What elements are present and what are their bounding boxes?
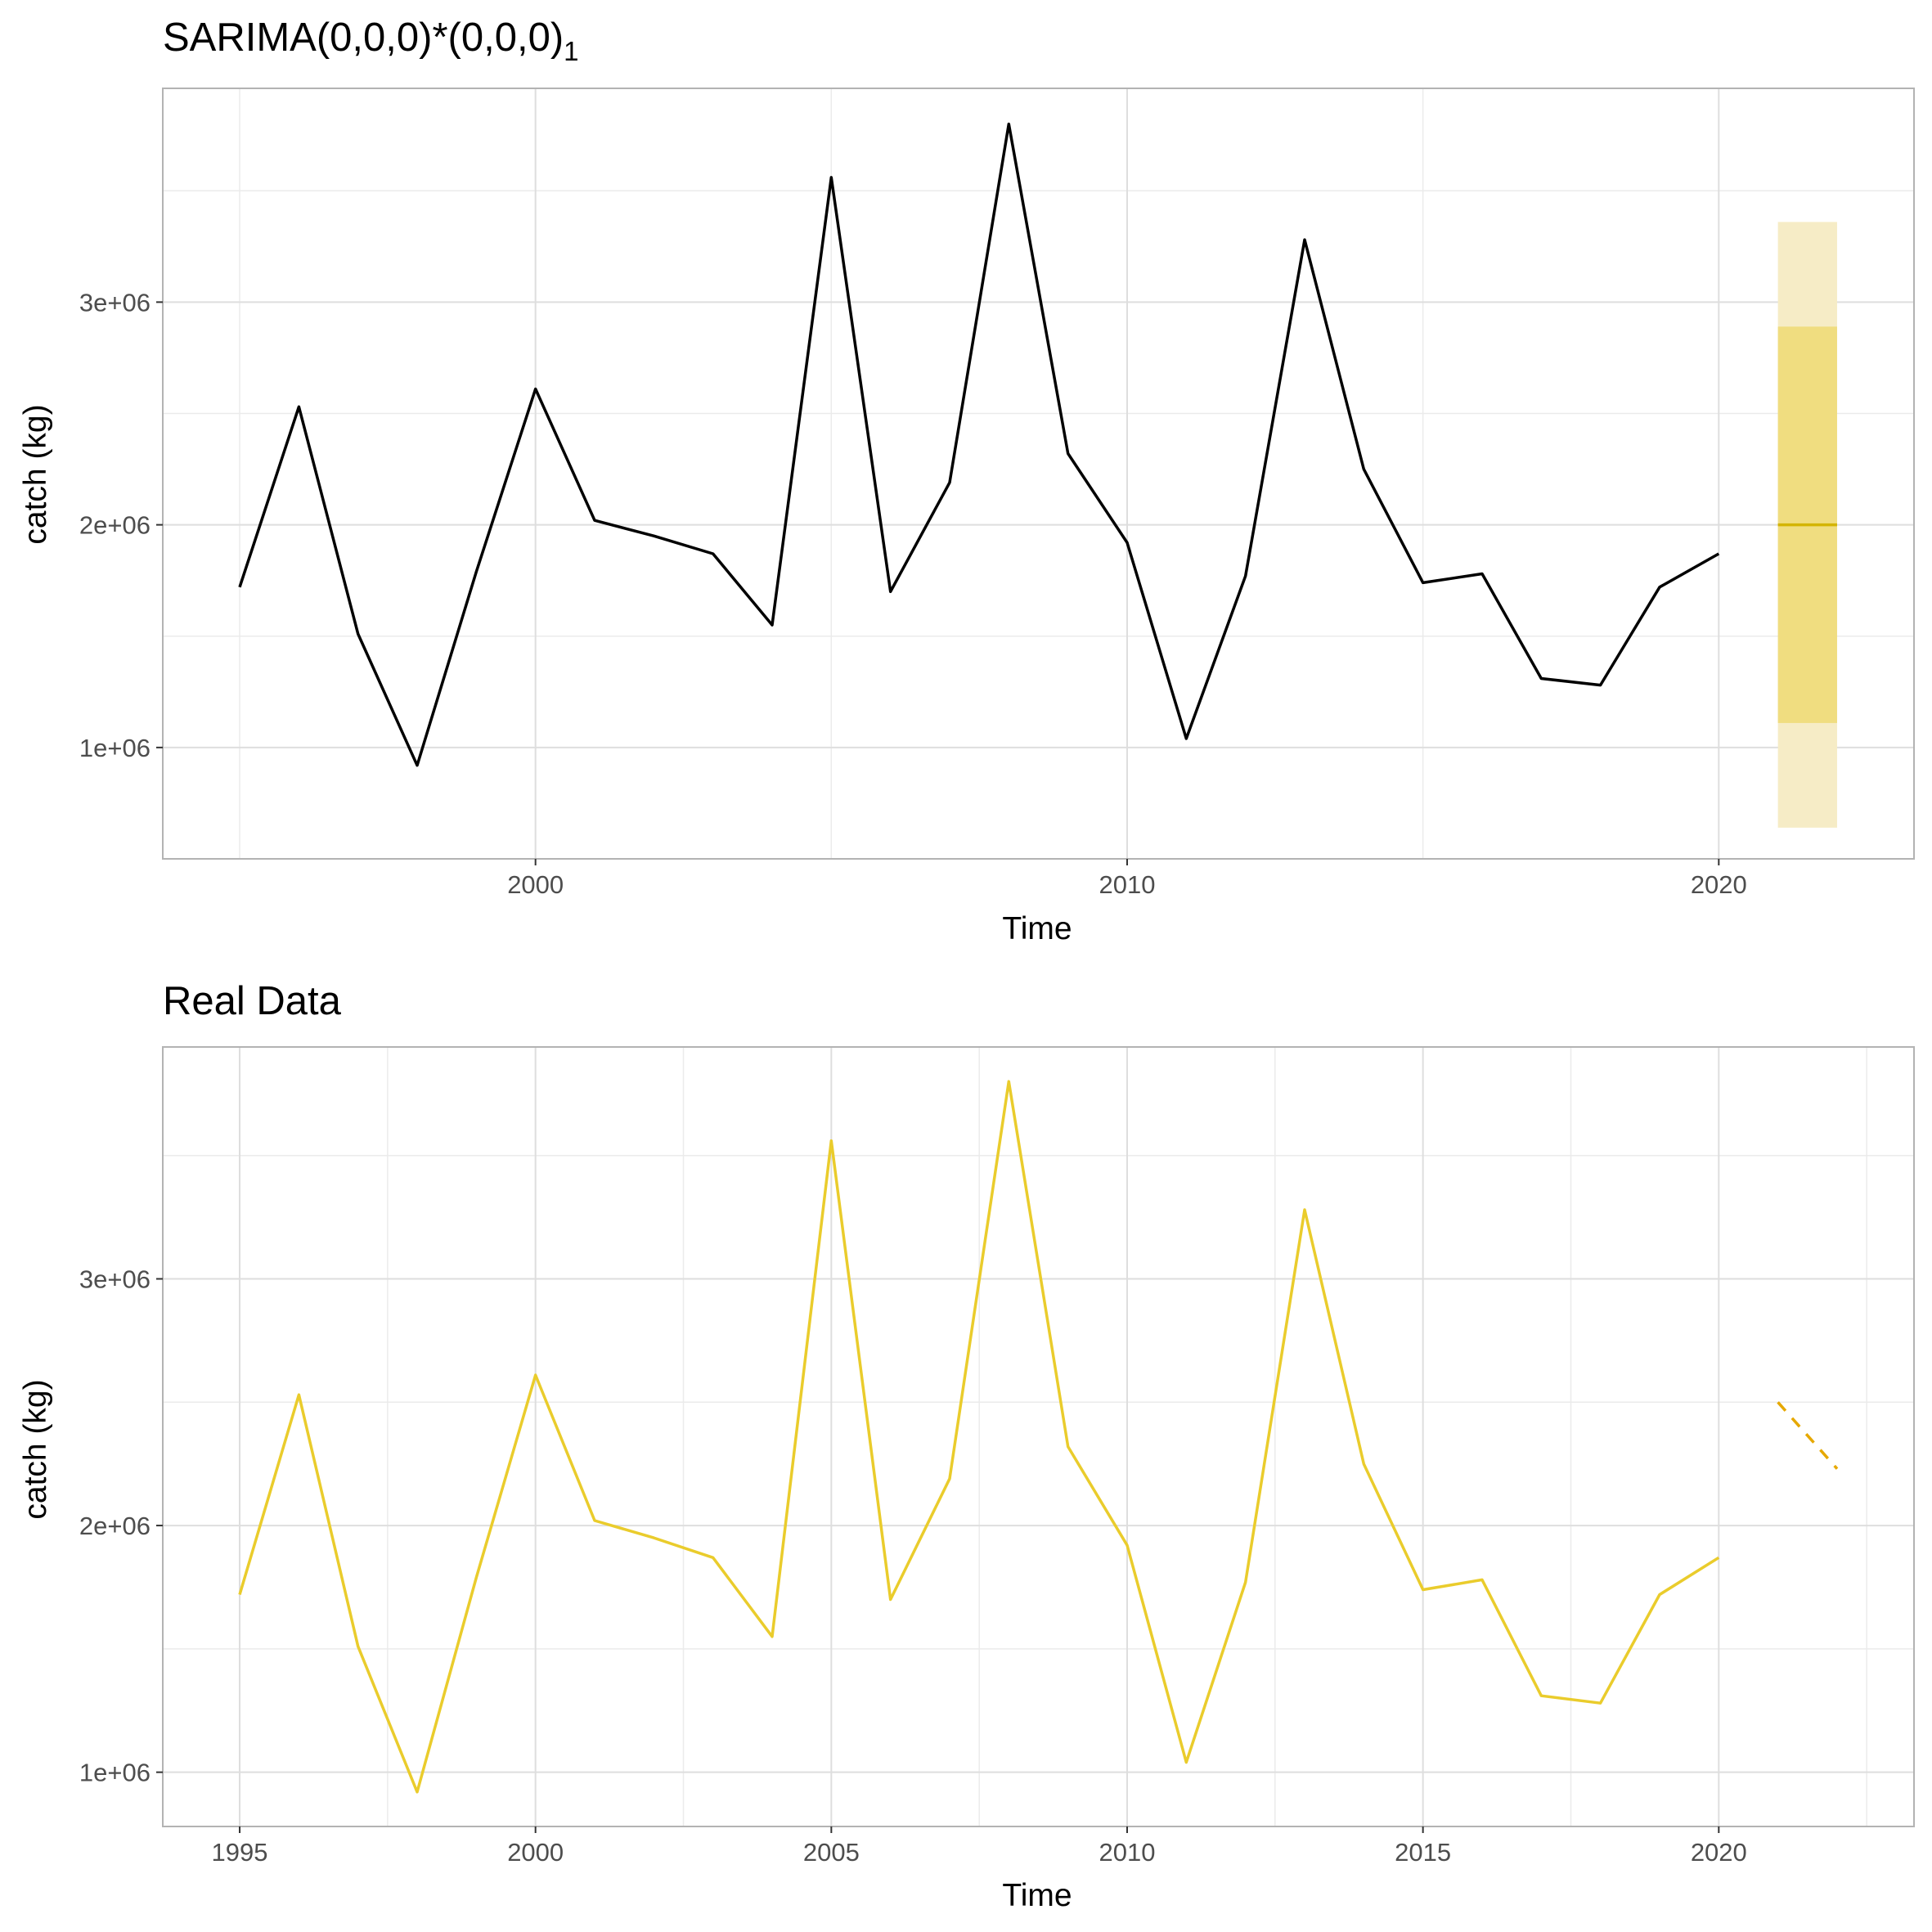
real-data-y-axis-title: catch (kg) [18, 1379, 53, 1519]
real-data-panel: Real Data 1995 2000 2005 2010 2015 2020 1e+06 2… [18, 979, 1915, 1913]
real-data-panel-title-main: Real Data [163, 979, 342, 1023]
real-data-series-line-0 [238, 1080, 1720, 1794]
real-data-y-tick-label: 3e+06 [79, 1265, 151, 1293]
forecast-y-axis-title: catch (kg) [18, 404, 53, 544]
real-data-y-tick-label: 1e+06 [79, 1759, 151, 1787]
real-data-plot-area: 1995 2000 2005 2010 2015 2020 1e+06 2e+06 3e+06 [79, 1046, 1915, 1867]
forecast-plot-area: 2000 2010 2020 1e+06 2e+06 3e+06 [79, 88, 1915, 899]
real-data-y-tick-label: 2e+06 [79, 1512, 151, 1540]
forecast-plot-background [163, 88, 1914, 859]
forecast-panel: SARIMA(0,0,0)*(0,0,0)1 2000 2010 2020 1e+06… [18, 16, 1915, 946]
real-data-x-axis-title: Time [1002, 1878, 1072, 1913]
real-data-x-tick-label: 2000 [507, 1838, 564, 1867]
real-data-plot-border [162, 1046, 1915, 1827]
real-data-panel-title: Real Data [163, 979, 342, 1023]
real-data-series-line-1 [1777, 1401, 1839, 1470]
forecast-y-tick-label: 2e+06 [79, 511, 151, 540]
forecast-x-tick-label: 2000 [507, 870, 564, 899]
forecast-panel-title-main: SARIMA(0,0,0)*(0,0,0) [163, 16, 564, 60]
real-data-x-tick-label: 2005 [803, 1838, 860, 1867]
real-data-x-tick-label: 2020 [1691, 1838, 1747, 1867]
real-data-x-tick-label: 1995 [212, 1838, 268, 1867]
forecast-x-axis-title: Time [1002, 911, 1072, 946]
forecast-y-tick-label: 3e+06 [79, 288, 151, 317]
real-data-x-tick-label: 2010 [1099, 1838, 1156, 1867]
forecast-plot-border [162, 88, 1915, 860]
real-data-x-tick-label: 2015 [1395, 1838, 1451, 1867]
forecast-y-tick-label: 1e+06 [79, 734, 151, 762]
real-data-plot-background [163, 1047, 1914, 1826]
forecast-x-tick-label: 2010 [1099, 870, 1156, 899]
forecast-x-tick-label: 2020 [1691, 870, 1747, 899]
forecast-panel-title-subscript: 1 [564, 36, 578, 66]
forecast-panel-title: SARIMA(0,0,0)*(0,0,0)1 [163, 16, 579, 66]
forecast-series-line-0 [238, 122, 1720, 767]
